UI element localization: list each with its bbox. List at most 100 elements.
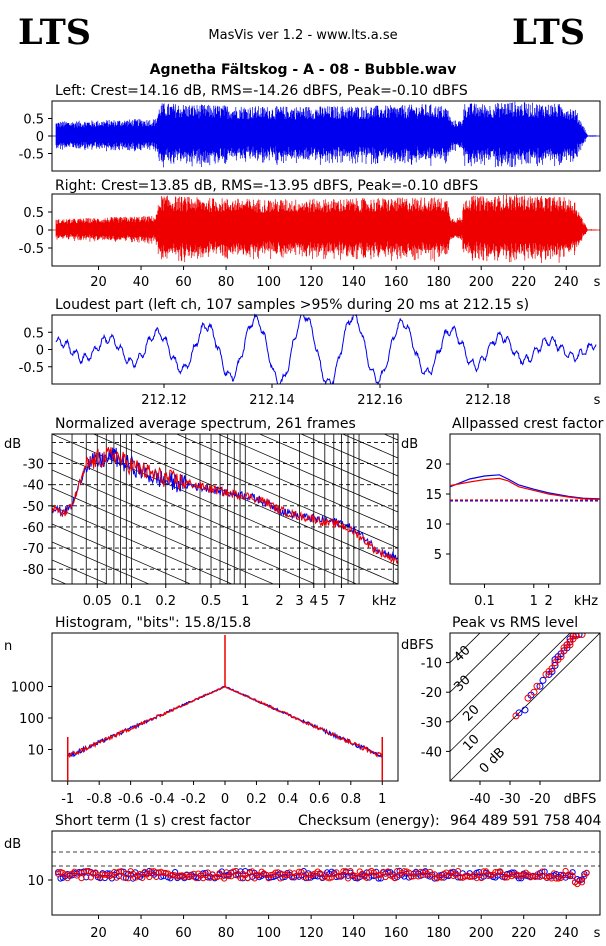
spectrum-series-left [52,447,398,561]
short-crest-xtick-label: 160 [384,926,409,941]
peak-rms-frame [449,632,601,782]
allpass-panel: 20 15 10 5 0.1 1 2 kHz [425,433,601,609]
peak-rms-crest-line [450,633,541,723]
right-xtick-label: 60 [175,275,192,290]
short-crest-xtick-label: 80 [218,926,235,941]
histogram-xtick-label: 0 [221,792,229,807]
short-crest-xtick-label: 200 [469,926,494,941]
short-crest-point-right [391,875,398,882]
histogram-xtick-label: -0.4 [149,792,174,807]
short-crest-ytick-label: 10 [27,874,44,889]
short-crest-xtick-label: 140 [341,926,366,941]
right-xtick-label: 120 [299,275,324,290]
short-crest-point-right [113,874,120,881]
short-crest-point-right [162,869,169,877]
short-crest-point-right [342,868,349,875]
short-crest-point-right [139,874,146,882]
peak-rms-point-left [521,706,529,714]
short-crest-point-right [125,875,132,882]
histogram-title: Histogram, "bits": 15.8/15.8 [55,615,251,631]
peak-rms-xlabel: dBFS [564,792,597,807]
peak-rms-point-right [560,647,568,655]
histogram-xtick-label: 0.8 [340,792,361,807]
loudest-part-title: Loudest part (left ch, 107 samples >95% … [55,297,529,313]
peak-rms-crest-label: 20 [460,702,482,724]
peak-rms-point-right [569,633,577,640]
histogram-xtick-label: 0.6 [309,792,330,807]
right-xtick-label: 40 [133,275,150,290]
peak-rms-xtick-label: -40 [469,792,490,807]
spectrum-xtick-label: 0.5 [201,594,222,609]
short-crest-ylabel: dB [4,837,21,852]
peak-rms-title: Peak vs RMS level [452,615,578,631]
short-crest-point-right [78,875,85,882]
short-crest-point-right [99,871,106,878]
spectrum-slope-line [52,451,358,584]
spectrum-ytick-label: -70 [23,542,44,557]
histogram-ytick-label: 10 [27,744,44,759]
spectrum-slope-line [175,434,398,531]
loudest-xunit: s [594,393,601,408]
short-crest-point-right [340,868,347,875]
spectrum-ytick-label: -80 [23,563,44,578]
left-waveform-panel: 0.5 0 -0.5 [19,100,601,172]
loudest-xtick-label: 212.14 [249,393,295,408]
peak-rms-point-right [566,641,574,649]
allpass-series-right [449,477,601,500]
allpass-frame [449,433,601,585]
spectrum-slope-line [52,487,275,584]
short-crest-point-right [548,875,555,882]
spectrum-xtick-label: 1 [241,594,249,609]
loudest-xtick-label: 212.16 [357,393,403,408]
short-crest-point-right [267,871,274,879]
short-crest-point-right [539,868,546,875]
short-crest-xunit: s [594,926,601,941]
allpass-xtick-label: 2 [544,594,552,609]
right-xtick-label: 20 [90,275,107,290]
right-xtick-label: 180 [426,275,451,290]
short-crest-point-right [480,868,487,875]
allpass-xtick-label: 1 [530,594,538,609]
short-crest-xtick-label: 60 [175,926,192,941]
right-ytick-label: 0 [36,224,44,239]
loudest-xtick-label: 212.12 [141,393,187,408]
short-crest-point-left [541,868,548,875]
short-crest-xtick-label: 120 [299,926,324,941]
spectrum-xtick-label: 7 [337,594,345,609]
peak-rms-point-right [557,653,565,661]
spectrum-xtick-label: 0.1 [121,594,142,609]
spectrum-panel: -30 -40 -50 -60 -70 -80 0.05 0.1 0.2 0.5 1 2 3 4 5 7 kHz [23,433,399,609]
spectrum-ytick-label: -60 [23,521,44,536]
short-crest-point-right [408,873,415,880]
spectrum-slope-line [217,434,398,513]
left-channel-title: Left: Crest=14.16 dB, RMS=-14.26 dBFS, P… [55,83,468,99]
left-ytick-label: -0.5 [19,148,44,163]
spectrum-slope-line [52,523,192,584]
short-crest-point-right [338,872,345,880]
short-crest-point-right [111,869,118,876]
short-crest-point-right [115,868,123,875]
histogram-xtick-label: 0.4 [278,792,299,807]
allpass-series-left [449,474,601,500]
left-waveform [55,101,597,168]
peak-rms-ytick-label: -30 [421,716,442,731]
short-crest-point-right [186,873,193,880]
spectrum-xunit: kHz [372,594,396,609]
short-crest-point-right [501,874,508,881]
spectrum-title: Normalized average spectrum, 261 frames [55,416,356,432]
peak-rms-ytick-label: -20 [421,686,442,701]
peak-rms-xtick-label: -20 [529,792,550,807]
short-crest-point-right [487,871,494,879]
histogram-panel: 1000 100 10 -1 -0.8 -0.6 -0.4 -0.2 0 0.2 0.4 0.6 0.8… [11,632,399,807]
peak-rms-ylabel: dBFS [401,638,434,653]
short-crest-point-right [583,869,590,877]
right-xtick-label: 80 [218,275,235,290]
short-crest-point-right [454,868,462,875]
right-xtick-label: 240 [554,275,579,290]
histogram-xtick-label: 0.2 [246,792,267,807]
peak-rms-point-right [524,694,532,702]
peak-rms-point-right [578,633,586,638]
short-crest-xtick-label: 20 [90,926,107,941]
